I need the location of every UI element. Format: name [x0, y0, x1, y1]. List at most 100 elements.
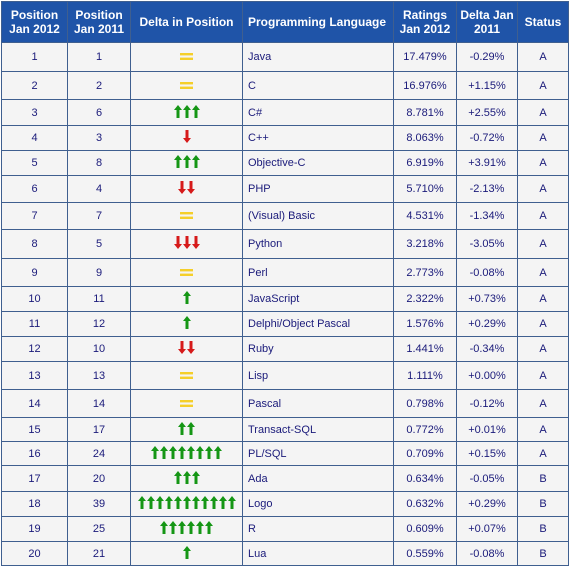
- arrow-up-icon: [196, 521, 204, 534]
- position-2011-cell: 8: [67, 150, 131, 176]
- arrow-down-icon: [187, 181, 195, 194]
- arrow-up-icon: [182, 155, 191, 168]
- equal-icon: [180, 81, 193, 89]
- delta-position-cell: [130, 311, 243, 337]
- position-change-indicator: [173, 470, 200, 484]
- arrow-up-icon: [178, 521, 186, 534]
- position-2011-cell: 1: [67, 42, 131, 72]
- table-row: 5 8 Objective-C 6.919% +3.91% A: [1, 150, 569, 176]
- delta-cell: -0.72%: [456, 125, 518, 151]
- ratings-cell: 1.441%: [393, 336, 457, 362]
- language-cell: Lisp: [242, 361, 394, 390]
- position-2011-cell: 4: [67, 175, 131, 203]
- status-cell: B: [517, 541, 569, 566]
- ratings-cell: 4.531%: [393, 202, 457, 230]
- table-row: 3 6 C# 8.781% +2.55% A: [1, 99, 569, 126]
- arrow-down-icon: [173, 236, 182, 249]
- ratings-cell: 0.609%: [393, 516, 457, 542]
- language-cell: Ada: [242, 465, 394, 492]
- position-2012-cell: 6: [1, 175, 68, 203]
- status-cell: A: [517, 175, 569, 203]
- ratings-cell: 0.709%: [393, 441, 457, 466]
- position-2012-cell: 11: [1, 311, 68, 337]
- position-change-indicator: [182, 316, 191, 329]
- arrow-up-icon: [182, 545, 191, 559]
- position-2012-cell: 2: [1, 71, 68, 100]
- language-cell: Java: [242, 42, 394, 72]
- delta-position-cell: [130, 465, 243, 492]
- arrow-up-icon: [182, 291, 191, 304]
- table-row: 20 21 Lua 0.559% -0.08% B: [1, 541, 569, 566]
- status-cell: A: [517, 99, 569, 126]
- table-row: 2 2 C 16.976% +1.15% A: [1, 71, 569, 100]
- position-change-indicator: [180, 399, 193, 407]
- position-2011-cell: 20: [67, 465, 131, 492]
- position-change-indicator: [151, 445, 222, 459]
- language-cell: PL/SQL: [242, 441, 394, 466]
- arrow-up-icon: [178, 445, 186, 459]
- delta-cell: +0.29%: [456, 311, 518, 337]
- table-row: 9 9 Perl 2.773% -0.08% A: [1, 258, 569, 287]
- position-change-indicator: [137, 496, 236, 509]
- position-change-indicator: [173, 236, 200, 249]
- delta-position-cell: [130, 258, 243, 287]
- arrow-up-icon: [182, 316, 191, 329]
- delta-cell: -1.34%: [456, 202, 518, 230]
- status-cell: B: [517, 516, 569, 542]
- delta-position-cell: [130, 42, 243, 72]
- header-position-2011: Position Jan 2011: [67, 1, 131, 43]
- language-cell: Perl: [242, 258, 394, 287]
- table-row: 17 20 Ada 0.634% -0.05% B: [1, 465, 569, 492]
- delta-position-cell: [130, 150, 243, 176]
- arrow-up-icon: [169, 445, 177, 459]
- position-2011-cell: 9: [67, 258, 131, 287]
- table-row: 14 14 Pascal 0.798% -0.12% A: [1, 389, 569, 418]
- position-2012-cell: 3: [1, 99, 68, 126]
- position-2012-cell: 17: [1, 465, 68, 492]
- position-2012-cell: 10: [1, 286, 68, 312]
- delta-cell: -2.13%: [456, 175, 518, 203]
- language-cell: C: [242, 71, 394, 100]
- position-change-indicator: [178, 181, 195, 194]
- delta-position-cell: [130, 99, 243, 126]
- ratings-cell: 0.632%: [393, 491, 457, 517]
- ratings-cell: 2.773%: [393, 258, 457, 287]
- language-cell: Delphi/Object Pascal: [242, 311, 394, 337]
- language-cell: Ruby: [242, 336, 394, 362]
- position-2011-cell: 21: [67, 541, 131, 566]
- equal-icon: [180, 399, 193, 407]
- language-cell: PHP: [242, 175, 394, 203]
- equal-icon: [180, 53, 193, 60]
- delta-position-cell: [130, 125, 243, 151]
- arrow-down-icon: [191, 236, 200, 249]
- delta-position-cell: [130, 229, 243, 259]
- arrow-up-icon: [173, 470, 182, 484]
- ratings-cell: 0.798%: [393, 389, 457, 418]
- position-2012-cell: 7: [1, 202, 68, 230]
- delta-cell: +0.01%: [456, 417, 518, 442]
- arrow-up-icon: [160, 445, 168, 459]
- language-cell: C#: [242, 99, 394, 126]
- position-change-indicator: [180, 212, 193, 219]
- delta-cell: +0.15%: [456, 441, 518, 466]
- position-change-indicator: [178, 341, 195, 354]
- language-cell: JavaScript: [242, 286, 394, 312]
- arrow-down-icon: [187, 341, 195, 354]
- delta-position-cell: [130, 286, 243, 312]
- arrow-up-icon: [137, 496, 146, 509]
- arrow-up-icon: [169, 521, 177, 534]
- equal-icon: [180, 212, 193, 219]
- language-cell: Logo: [242, 491, 394, 517]
- position-2011-cell: 7: [67, 202, 131, 230]
- position-change-indicator: [173, 155, 200, 168]
- arrow-up-icon: [151, 445, 159, 459]
- status-cell: A: [517, 229, 569, 259]
- arrow-up-icon: [155, 496, 164, 509]
- position-2011-cell: 11: [67, 286, 131, 312]
- arrow-up-icon: [182, 104, 191, 118]
- status-cell: B: [517, 491, 569, 517]
- delta-cell: +0.29%: [456, 491, 518, 517]
- ratings-cell: 16.976%: [393, 71, 457, 100]
- language-cell: (Visual) Basic: [242, 202, 394, 230]
- arrow-up-icon: [209, 496, 218, 509]
